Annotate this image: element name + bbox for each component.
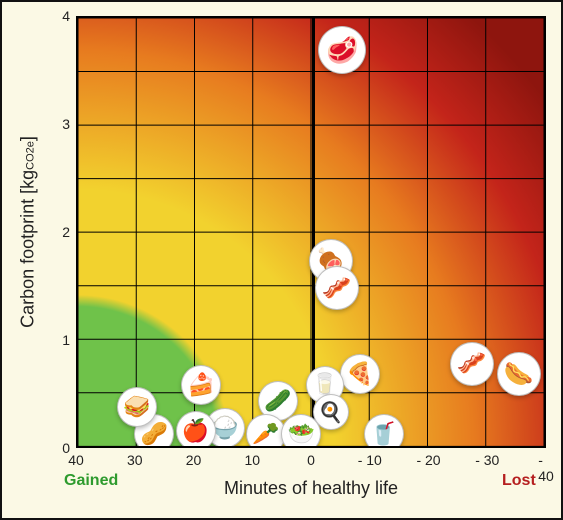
x-tick: 40 (68, 452, 84, 468)
food-cake: 🍰 (181, 365, 221, 405)
food-bacon: 🥓 (450, 342, 494, 386)
x-tick: 30 (127, 452, 143, 468)
food-hotdog: 🌭 (497, 352, 541, 396)
food-pbj: 🥪 (117, 387, 157, 427)
y-tick: 2 (62, 224, 70, 240)
x-tick: 10 (244, 452, 260, 468)
x-tick: 0 (307, 452, 315, 468)
x-tick: - 10 (358, 452, 382, 468)
food-apple: 🍎 (176, 411, 216, 448)
food-pizza: 🍕 (340, 354, 380, 394)
x-tick: - 40 (538, 452, 554, 484)
x-tick: - 20 (416, 452, 440, 468)
y-tick: 1 (62, 332, 70, 348)
chart-frame: Carbon footprint [kgCO2e] Minutes of hea… (0, 0, 563, 520)
legend-lost: Lost (502, 472, 536, 490)
y-tick: 3 (62, 116, 70, 132)
food-soda: 🥤 (364, 414, 404, 448)
food-salad: 🥗 (281, 414, 321, 448)
y-tick: 0 (62, 440, 70, 456)
y-tick: 4 (62, 8, 70, 24)
x-tick: - 30 (475, 452, 499, 468)
legend-gained: Gained (64, 472, 118, 490)
food-steak: 🥩 (318, 26, 366, 74)
x-axis-label: Minutes of healthy life (224, 478, 398, 499)
plot-area: 🥩🍖🥓🥓🌭🍕🥛🍳🥤🥒🥕🥗🍚🍰🍎🥜🥪 (76, 16, 546, 448)
food-veggies: 🥕 (246, 414, 286, 448)
food-sliced-meat: 🥓 (315, 266, 359, 310)
x-tick: 20 (186, 452, 202, 468)
y-axis-label: Carbon footprint [kgCO2e] (18, 136, 39, 328)
